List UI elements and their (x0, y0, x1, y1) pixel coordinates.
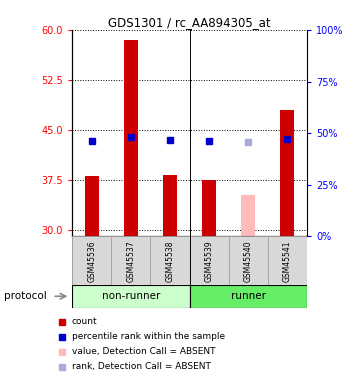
Bar (163, 175, 177, 236)
Text: protocol: protocol (4, 291, 46, 301)
Text: runner: runner (231, 291, 266, 301)
Bar (280, 110, 294, 236)
Bar (229, 236, 268, 285)
Text: GSM45539: GSM45539 (205, 240, 214, 282)
Bar (190, 236, 229, 285)
Text: value, Detection Call = ABSENT: value, Detection Call = ABSENT (72, 347, 216, 356)
Text: GSM45537: GSM45537 (126, 240, 135, 282)
Bar (72, 285, 190, 308)
Title: GDS1301 / rc_AA894305_at: GDS1301 / rc_AA894305_at (108, 16, 271, 29)
Text: GSM45540: GSM45540 (244, 240, 253, 282)
Text: GSM45538: GSM45538 (165, 240, 174, 282)
Text: count: count (72, 317, 97, 326)
Bar (242, 195, 255, 236)
Text: GSM45536: GSM45536 (87, 240, 96, 282)
Text: percentile rank within the sample: percentile rank within the sample (72, 332, 225, 341)
Bar (202, 180, 216, 236)
Bar (268, 236, 307, 285)
Text: GSM45541: GSM45541 (283, 240, 292, 282)
Text: rank, Detection Call = ABSENT: rank, Detection Call = ABSENT (72, 362, 211, 371)
Bar (72, 236, 111, 285)
Bar (124, 40, 138, 236)
Bar (190, 285, 307, 308)
Text: non-runner: non-runner (102, 291, 160, 301)
Bar (151, 236, 190, 285)
Bar (85, 176, 99, 236)
Bar (111, 236, 151, 285)
